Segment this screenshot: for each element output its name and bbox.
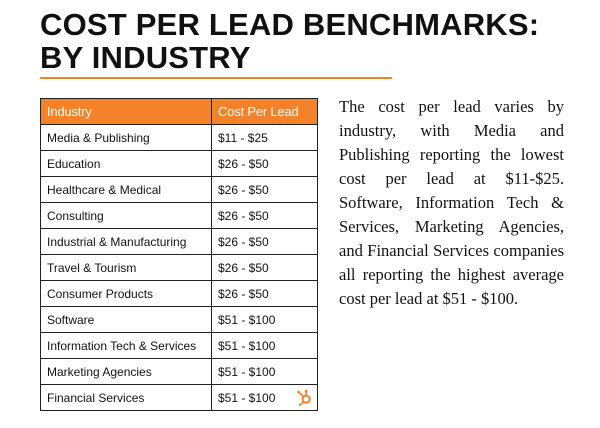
industry-cell: Industrial & Manufacturing xyxy=(40,228,212,255)
page-title: COST PER LEAD BENCHMARKS: BY INDUSTRY xyxy=(40,7,540,75)
industry-cell: Education xyxy=(40,150,212,177)
hubspot-sprocket-icon xyxy=(297,389,311,406)
industry-cell: Financial Services xyxy=(40,384,212,411)
cost-cell: $26 - $50 xyxy=(211,280,318,307)
header-industry: Industry xyxy=(40,98,212,125)
table-row: Information Tech & Services $51 - $100 xyxy=(40,332,318,359)
industry-cell: Consulting xyxy=(40,202,212,229)
table-row: Financial Services $51 - $100 xyxy=(40,384,318,411)
industry-cell: Software xyxy=(40,306,212,333)
cost-cell: $51 - $100 xyxy=(211,332,318,359)
header-cost-per-lead: Cost Per Lead xyxy=(211,98,318,125)
cost-cell-text: $51 - $100 xyxy=(218,390,276,405)
industry-cell: Consumer Products xyxy=(40,280,212,307)
table-row: Consulting $26 - $50 xyxy=(40,202,318,229)
cost-cell: $26 - $50 xyxy=(211,228,318,255)
table-row: Industrial & Manufacturing $26 - $50 xyxy=(40,228,318,255)
industry-cell: Travel & Tourism xyxy=(40,254,212,281)
cost-cell: $11 - $25 xyxy=(211,124,318,151)
benchmark-table: Industry Cost Per Lead Media & Publishin… xyxy=(40,98,318,411)
cost-cell: $26 - $50 xyxy=(211,254,318,281)
table-row: Marketing Agencies $51 - $100 xyxy=(40,358,318,385)
cost-cell-last: $51 - $100 xyxy=(211,384,318,411)
cost-cell: $51 - $100 xyxy=(211,358,318,385)
title-underline xyxy=(40,77,392,79)
table-row: Consumer Products $26 - $50 xyxy=(40,280,318,307)
cost-cell: $26 - $50 xyxy=(211,150,318,177)
table-row: Software $51 - $100 xyxy=(40,306,318,333)
industry-cell: Information Tech & Services xyxy=(40,332,212,359)
table-header-row: Industry Cost Per Lead xyxy=(40,98,318,125)
description-text: The cost per lead varies by industry, wi… xyxy=(339,97,564,308)
table-row: Media & Publishing $11 - $25 xyxy=(40,124,318,151)
cost-cell: $51 - $100 xyxy=(211,306,318,333)
industry-cell: Healthcare & Medical xyxy=(40,176,212,203)
table-row: Travel & Tourism $26 - $50 xyxy=(40,254,318,281)
table-row: Healthcare & Medical $26 - $50 xyxy=(40,176,318,203)
industry-cell: Media & Publishing xyxy=(40,124,212,151)
table-row: Education $26 - $50 xyxy=(40,150,318,177)
cost-cell: $26 - $50 xyxy=(211,176,318,203)
industry-cell: Marketing Agencies xyxy=(40,358,212,385)
cost-cell: $26 - $50 xyxy=(211,202,318,229)
